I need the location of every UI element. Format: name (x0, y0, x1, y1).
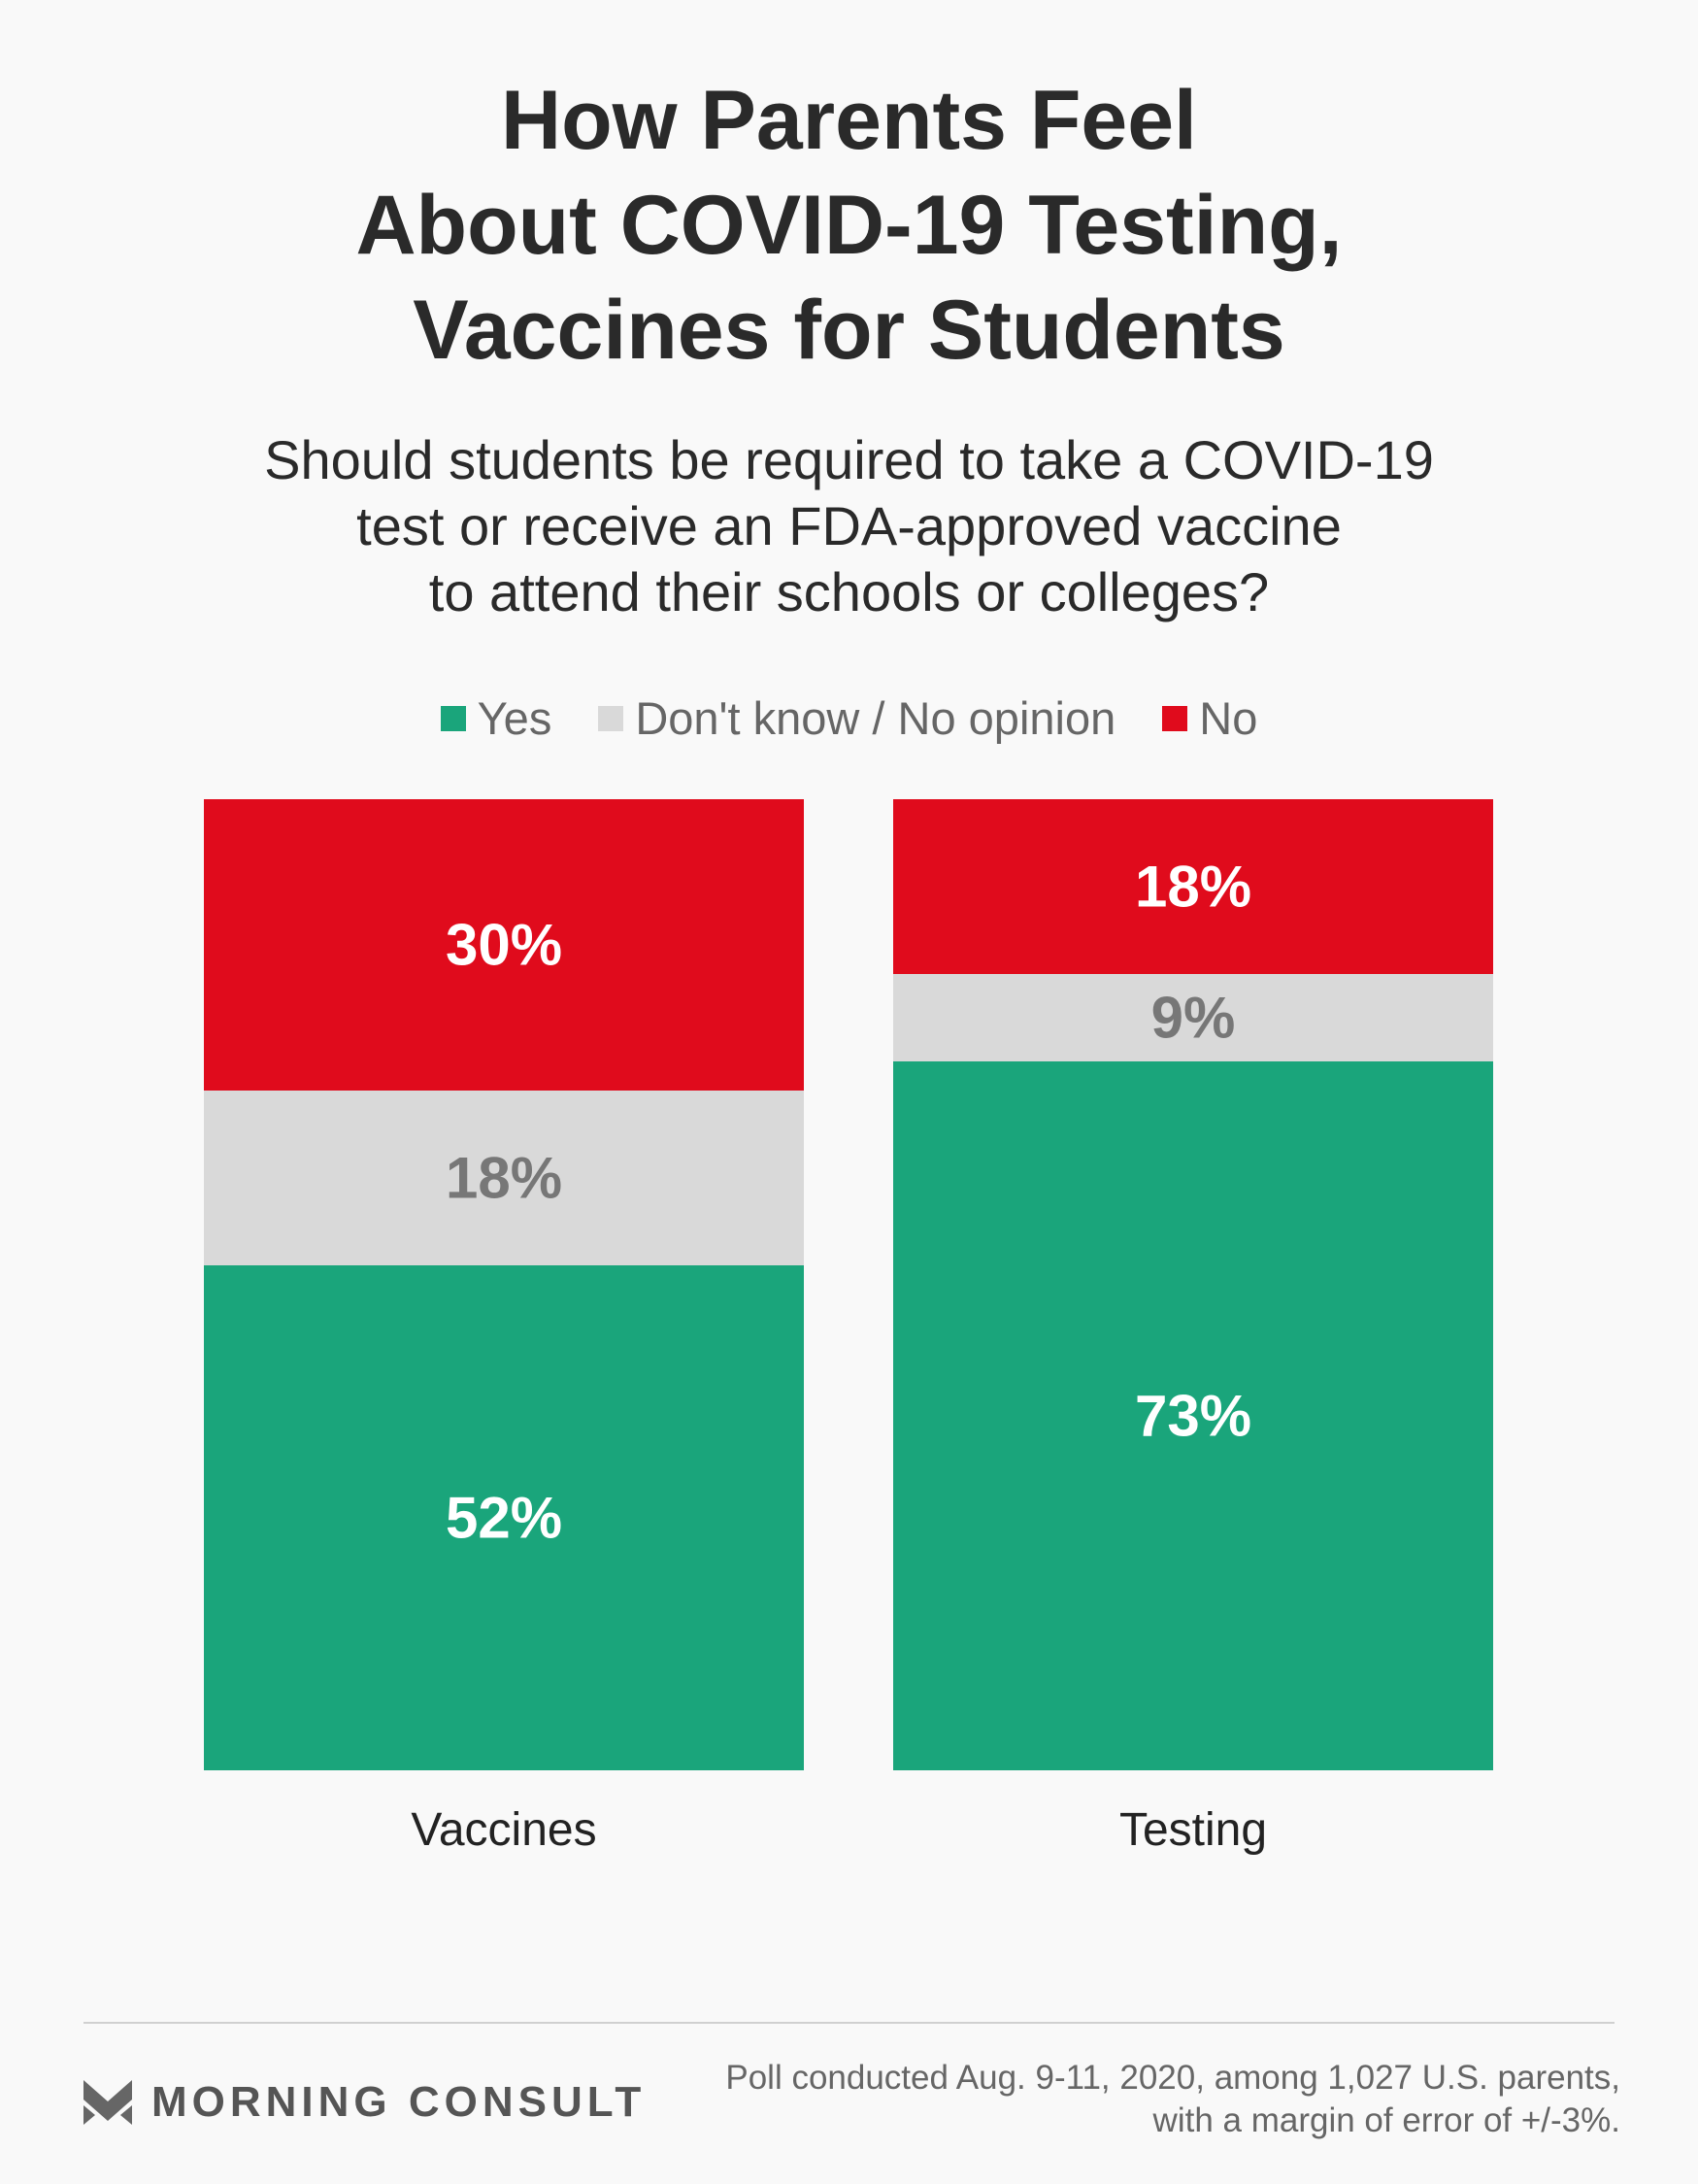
bar-segment-testing-no (893, 799, 1493, 974)
morning-consult-logo: MORNING CONSULT (83, 2078, 646, 2127)
legend-swatch-dont-know (598, 705, 624, 731)
brand-name: MORNING CONSULT (151, 2078, 647, 2126)
category-label: Vaccines (411, 1804, 596, 1856)
bar-segment-testing-don-t-know-no-opinion (893, 974, 1493, 1061)
legend-swatch-yes (440, 705, 466, 731)
data-label: 52% (446, 1486, 562, 1551)
chart-subtitle: Should students be required to take a CO… (0, 427, 1698, 625)
subtitle-line: test or receive an FDA-approved vaccine (356, 495, 1342, 556)
morning-consult-m-icon (83, 2080, 132, 2125)
legend-item-yes: Yes (440, 691, 552, 745)
methodology-note: Poll conducted Aug. 9-11, 2020, among 1,… (649, 2057, 1620, 2142)
note-line: Poll conducted Aug. 9-11, 2020, among 1,… (725, 2059, 1620, 2097)
legend-item-dont-know: Don't know / No opinion (598, 691, 1115, 745)
bar-segment-vaccines-yes (204, 1265, 804, 1770)
data-label: 18% (446, 1146, 562, 1211)
bar-segment-vaccines-don-t-know-no-opinion (204, 1091, 804, 1265)
note-line: with a margin of error of +/-3%. (1152, 2101, 1620, 2139)
category-label: Testing (1119, 1804, 1267, 1856)
data-label: 9% (1151, 986, 1236, 1051)
chart-title: How Parents Feel About COVID-19 Testing,… (0, 68, 1698, 383)
legend-swatch-no (1162, 705, 1188, 731)
chart-legend: Yes Don't know / No opinion No (0, 691, 1698, 745)
data-label: 18% (1135, 855, 1251, 920)
stacked-bar-chart: 52% 18% 30% Vaccines 73% 9% 18% Testing (204, 799, 1493, 1856)
subtitle-line: to attend their schools or colleges? (428, 561, 1270, 622)
bar-segment-testing-yes (893, 1061, 1493, 1770)
bar-segment-vaccines-no (204, 799, 804, 1091)
title-line: Vaccines for Students (413, 284, 1285, 377)
legend-label-dont-know: Don't know / No opinion (635, 692, 1116, 744)
footer-divider (83, 2022, 1615, 2024)
legend-item-no: No (1162, 691, 1257, 745)
legend-label-no: No (1199, 692, 1258, 744)
data-label: 73% (1135, 1384, 1251, 1449)
title-line: How Parents Feel (501, 74, 1197, 167)
legend-label-yes: Yes (477, 692, 552, 744)
subtitle-line: Should students be required to take a CO… (264, 429, 1434, 490)
data-label: 30% (446, 913, 562, 978)
title-line: About COVID-19 Testing, (355, 179, 1343, 272)
